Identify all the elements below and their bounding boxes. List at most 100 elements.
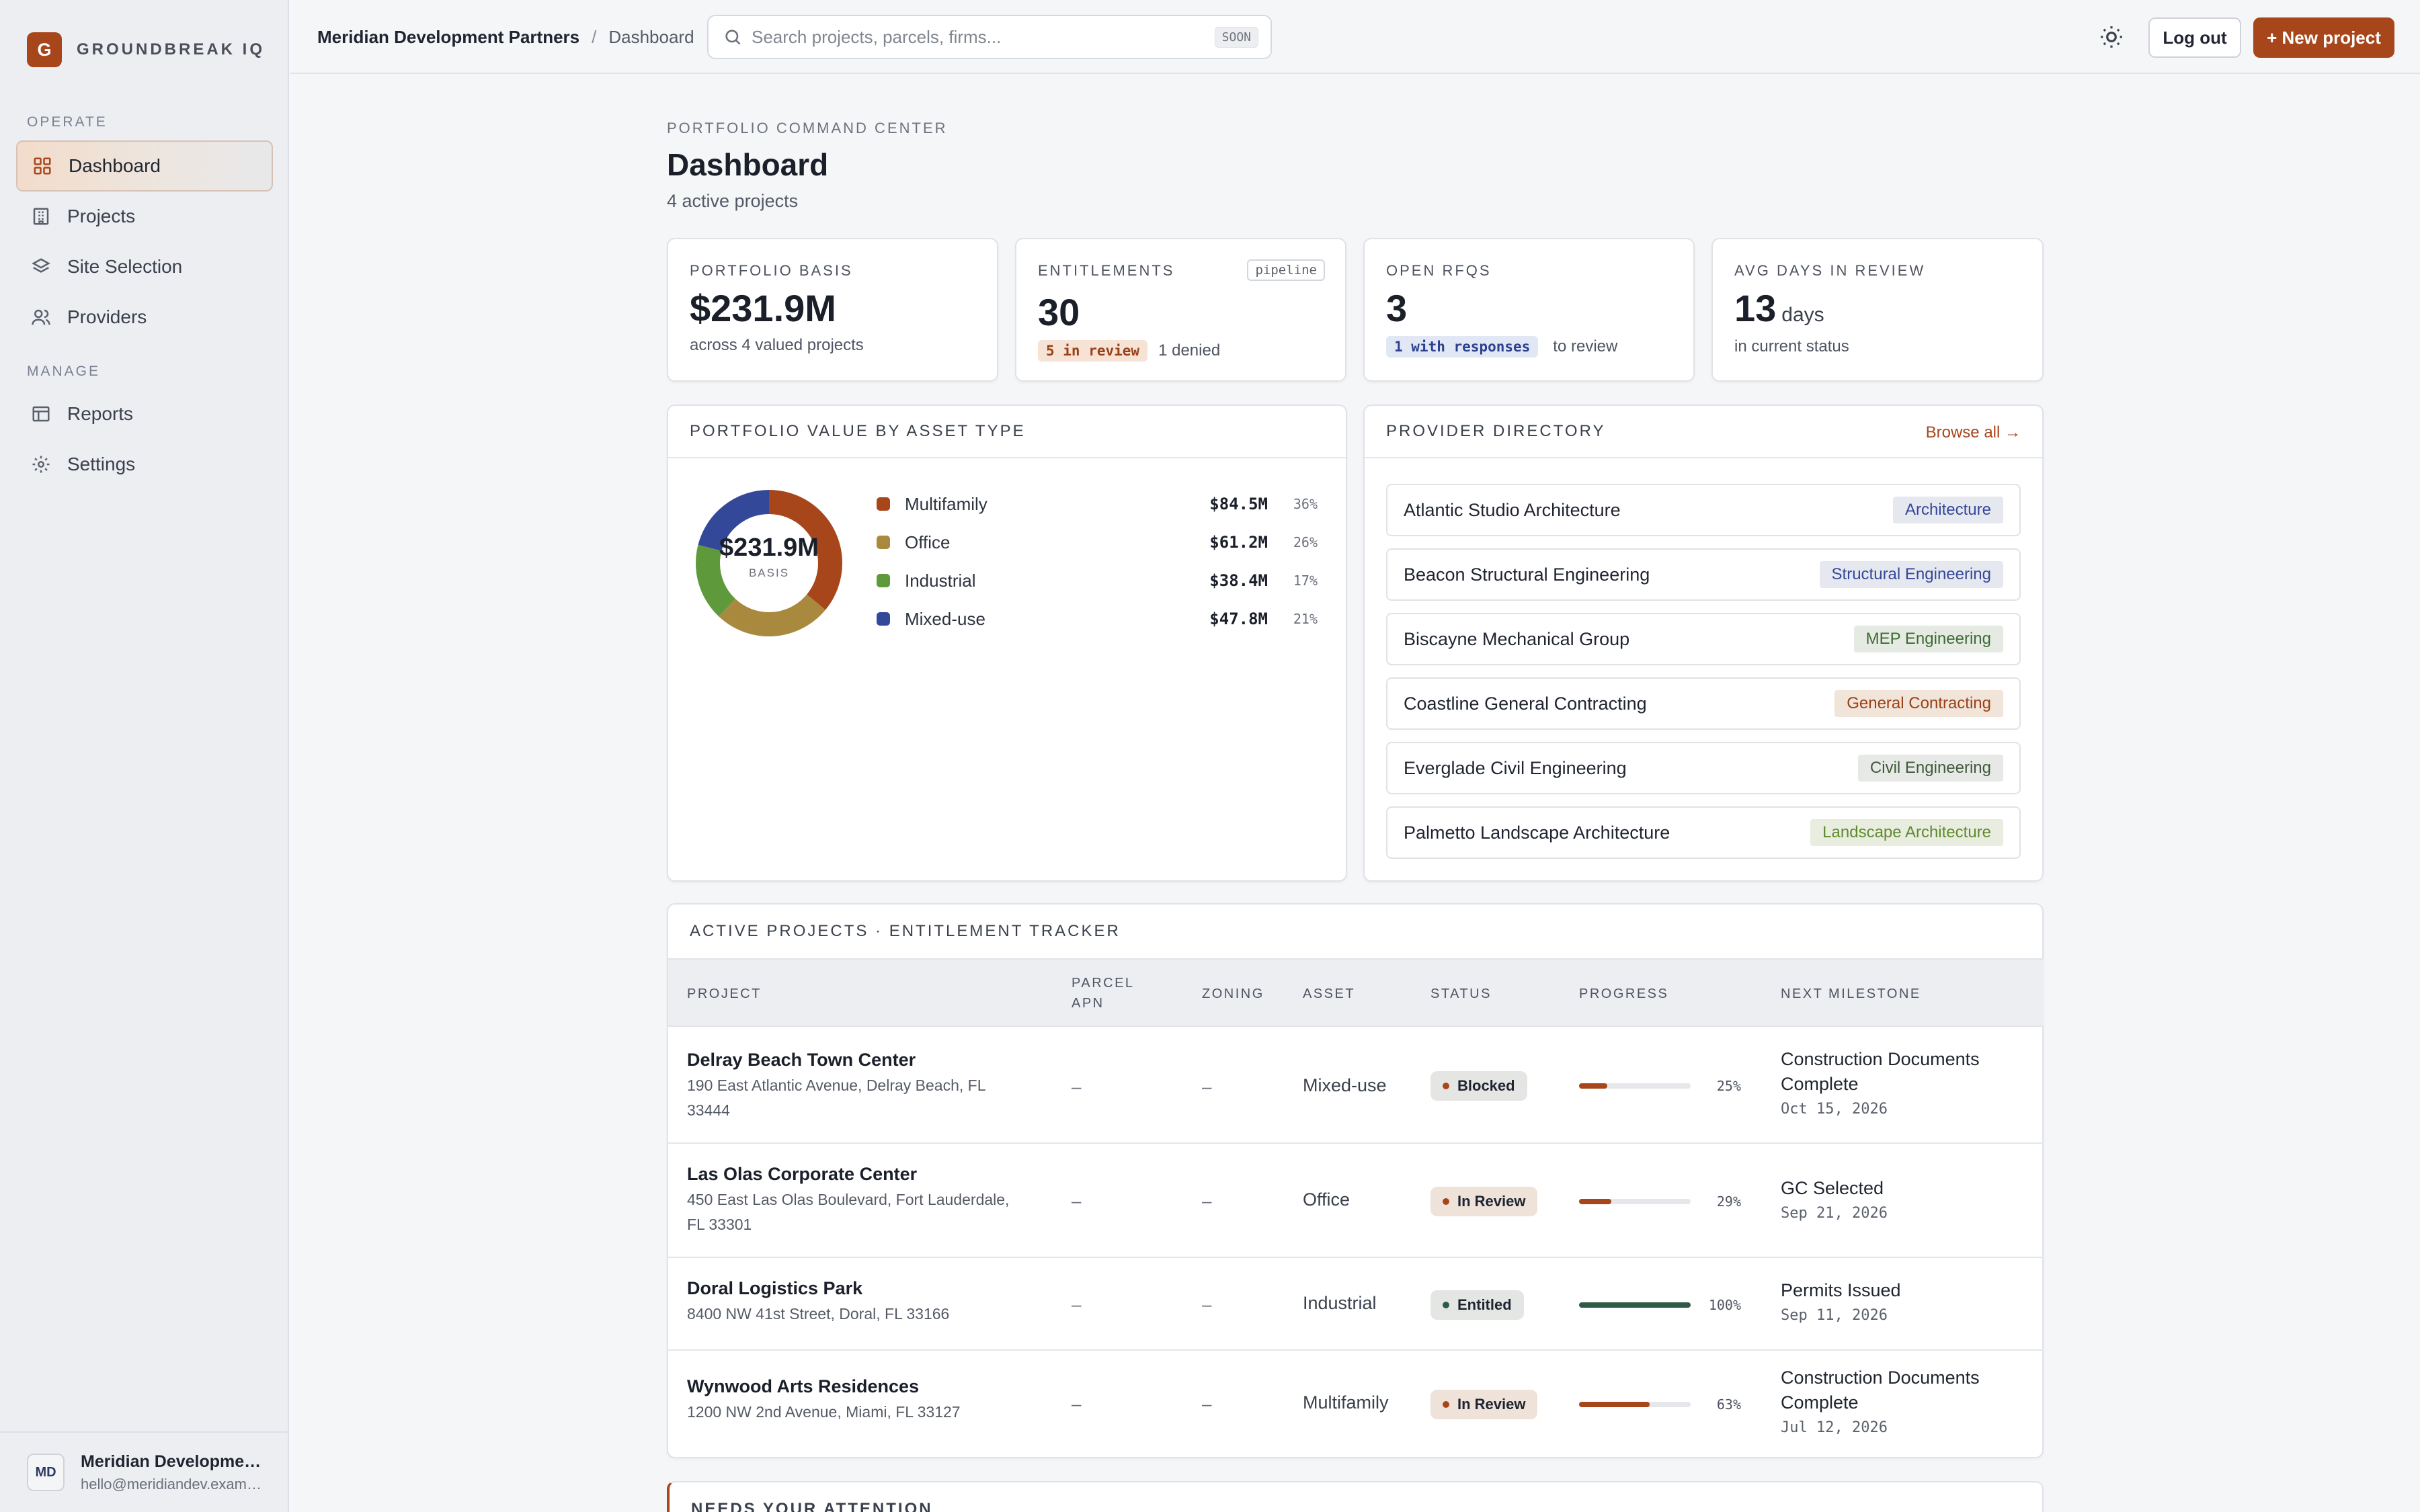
milestone-title: Permits Issued xyxy=(1781,1280,1901,1300)
brand-name: GROUNDBREAK IQ xyxy=(77,40,266,58)
status-dot xyxy=(1443,1302,1449,1308)
column-header-parcel[interactable]: PARCEL APN xyxy=(1072,976,1134,1011)
browse-all-link[interactable]: Browse all → xyxy=(1925,423,2021,442)
parcel-apn: – xyxy=(1072,1191,1082,1211)
milestone-date: Jul 12, 2026 xyxy=(1781,1419,1888,1436)
progress-fill xyxy=(1579,1302,1691,1308)
donut-slice-industrial[interactable] xyxy=(696,490,842,636)
provider-row[interactable]: Biscayne Mechanical Group MEP Engineerin… xyxy=(1386,613,2021,665)
provider-name: Everglade Civil Engineering xyxy=(1404,757,1627,778)
table-icon xyxy=(32,406,50,422)
status-dot xyxy=(1443,1401,1449,1408)
kpi-value-unit: days xyxy=(1781,304,1824,326)
legend-percent: 17% xyxy=(1293,573,1318,589)
page-subtitle: 4 active projects xyxy=(667,191,799,211)
logout-button[interactable]: Log out xyxy=(2148,17,2241,58)
project-name[interactable]: Las Olas Corporate Center xyxy=(687,1164,918,1184)
in-review-chip[interactable]: 5 in review xyxy=(1038,340,1148,362)
kpi-value-number: 13 xyxy=(1734,287,1777,329)
legend-name: Mixed-use xyxy=(905,608,985,629)
column-header-asset[interactable]: ASSET xyxy=(1303,986,1356,1001)
gear-icon xyxy=(32,456,50,473)
nav-section-operate: OPERATE xyxy=(27,114,108,130)
column-header-status[interactable]: STATUS xyxy=(1430,986,1492,1001)
search-soon-badge: SOON xyxy=(1214,27,1258,48)
sidebar-item-label: Providers xyxy=(67,306,147,327)
progress-fill xyxy=(1579,1402,1650,1407)
legend-value: $61.2M xyxy=(1209,533,1268,552)
donut-slice-office[interactable] xyxy=(696,490,842,636)
progress-percent: 25% xyxy=(1716,1078,1741,1094)
column-header-progress[interactable]: PROGRESS xyxy=(1579,986,1669,1001)
progress-percent: 29% xyxy=(1716,1193,1741,1210)
zoning: – xyxy=(1202,1191,1212,1211)
kpi-label: AVG DAYS IN REVIEW xyxy=(1734,262,1926,279)
sidebar-item-label: Reports xyxy=(67,403,134,424)
kpi-note: 5 in review 1 denied xyxy=(1038,340,1220,362)
rfq-note: to review xyxy=(1553,337,1618,355)
column-header-milestone[interactable]: NEXT MILESTONE xyxy=(1781,986,1921,1001)
sidebar-item-projects[interactable]: Projects xyxy=(16,191,273,242)
search-input[interactable] xyxy=(752,26,1195,48)
breadcrumb: Meridian Development Partners / Dashboar… xyxy=(317,27,694,48)
donut-slice-mixed-use[interactable] xyxy=(696,490,842,636)
donut-center: $231.9M BASIS xyxy=(695,534,843,580)
table-row[interactable]: Doral Logistics Park 8400 NW 41st Street… xyxy=(668,1258,2044,1351)
project-address: 450 East Las Olas Boulevard, Fort Lauder… xyxy=(687,1191,1010,1233)
provider-row[interactable]: Atlantic Studio Architecture Architectur… xyxy=(1386,484,2021,536)
zoning: – xyxy=(1202,1294,1212,1314)
brand[interactable]: G GROUNDBREAK IQ xyxy=(27,32,265,67)
column-header-project[interactable]: PROJECT xyxy=(687,986,762,1001)
topbar: Meridian Development Partners / Dashboar… xyxy=(290,0,2420,74)
parcel-apn: – xyxy=(1072,1294,1082,1314)
project-name[interactable]: Wynwood Arts Residences xyxy=(687,1376,920,1396)
column-header-zoning[interactable]: ZONING xyxy=(1202,986,1264,1001)
provider-name: Beacon Structural Engineering xyxy=(1404,564,1650,585)
provider-name: Atlantic Studio Architecture xyxy=(1404,499,1621,520)
provider-name: Palmetto Landscape Architecture xyxy=(1404,822,1670,843)
new-project-button[interactable]: + New project xyxy=(2253,17,2394,58)
legend-row: Multifamily $84.5M 36% xyxy=(877,491,1334,517)
milestone-date: Sep 11, 2026 xyxy=(1781,1307,1888,1324)
table-row[interactable]: Las Olas Corporate Center 450 East Las O… xyxy=(668,1144,2044,1258)
status-badge: In Review xyxy=(1430,1390,1538,1419)
status-badge: Blocked xyxy=(1430,1071,1527,1101)
legend-value: $84.5M xyxy=(1209,495,1268,513)
project-name[interactable]: Doral Logistics Park xyxy=(687,1278,863,1298)
needs-attention-panel: NEEDS YOUR ATTENTION xyxy=(667,1481,2044,1512)
sidebar-item-label: Dashboard xyxy=(69,155,161,176)
table-row[interactable]: Delray Beach Town Center 190 East Atlant… xyxy=(668,1028,2044,1144)
provider-row[interactable]: Palmetto Landscape Architecture Landscap… xyxy=(1386,806,2021,859)
sun-icon[interactable] xyxy=(2099,24,2124,50)
zoning: – xyxy=(1202,1394,1212,1414)
user-account[interactable]: MD Meridian Development Partners hello@m… xyxy=(0,1431,289,1512)
milestone-date: Sep 21, 2026 xyxy=(1781,1205,1888,1222)
provider-row[interactable]: Everglade Civil Engineering Civil Engine… xyxy=(1386,742,2021,794)
search-box[interactable]: SOON xyxy=(707,15,1272,59)
sidebar-item-site-selection[interactable]: Site Selection xyxy=(16,241,273,292)
sidebar-item-label: Settings xyxy=(67,454,136,474)
kpi-note: in current status xyxy=(1734,337,1849,356)
legend-percent: 21% xyxy=(1293,611,1318,627)
nav-section-manage: MANAGE xyxy=(27,364,101,379)
legend-swatch xyxy=(877,536,890,549)
project-name[interactable]: Delray Beach Town Center xyxy=(687,1050,916,1070)
progress-fill xyxy=(1579,1199,1612,1204)
table-row[interactable]: Wynwood Arts Residences 1200 NW 2nd Aven… xyxy=(668,1351,2044,1458)
users-icon xyxy=(32,309,50,325)
brand-logo: G xyxy=(27,32,62,67)
kpi-note: 1 with responses to review xyxy=(1386,336,1617,358)
legend-swatch xyxy=(877,612,890,626)
sidebar-item-settings[interactable]: Settings xyxy=(16,439,273,490)
legend-percent: 36% xyxy=(1293,496,1318,512)
breadcrumb-org[interactable]: Meridian Development Partners xyxy=(317,27,580,47)
legend-row: Mixed-use $47.8M 21% xyxy=(877,605,1334,632)
sidebar-item-dashboard[interactable]: Dashboard xyxy=(16,140,273,192)
provider-row[interactable]: Beacon Structural Engineering Structural… xyxy=(1386,548,2021,601)
responses-chip[interactable]: 1 with responses xyxy=(1386,336,1539,358)
kpi-label: OPEN RFQS xyxy=(1386,262,1492,279)
provider-row[interactable]: Coastline General Contracting General Co… xyxy=(1386,677,2021,730)
sidebar-item-providers[interactable]: Providers xyxy=(16,292,273,343)
milestone-title: GC Selected xyxy=(1781,1178,1884,1198)
sidebar-item-reports[interactable]: Reports xyxy=(16,388,273,439)
